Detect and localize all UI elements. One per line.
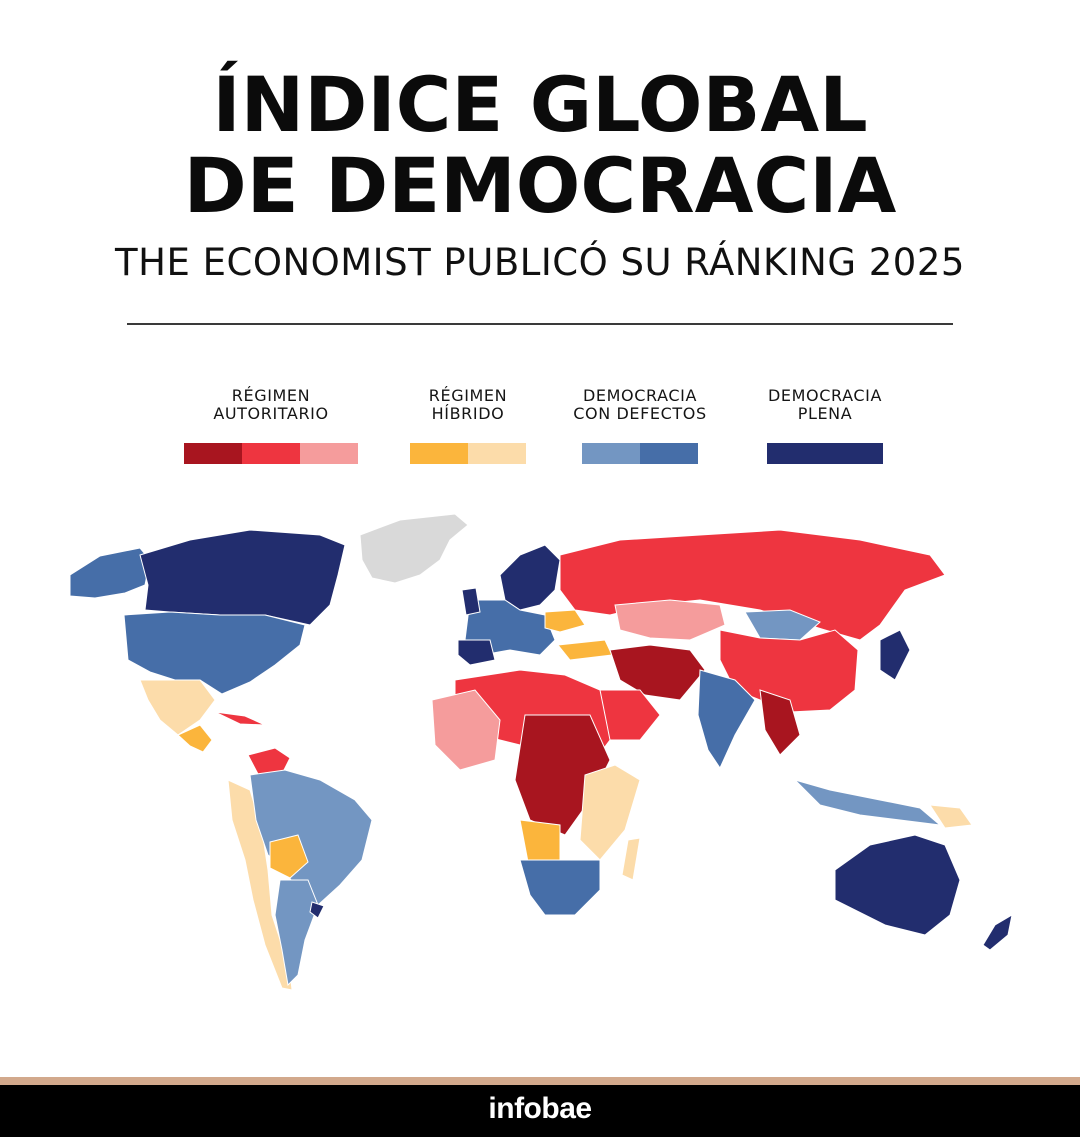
title-line-1: ÍNDICE GLOBAL (212, 60, 868, 149)
region-uk (461, 587, 481, 616)
region-canada (139, 529, 346, 626)
region-bolivia (269, 834, 309, 879)
region-alaska (69, 547, 151, 599)
footer-bar (0, 1085, 1080, 1137)
legend-swatches (740, 443, 910, 464)
region-south-america-east (249, 769, 373, 906)
legend-swatches (545, 443, 735, 464)
legend-swatch (300, 443, 358, 464)
region-ukraine (544, 609, 586, 633)
region-usa (123, 611, 306, 695)
world-map (69, 513, 1013, 991)
region-russia (559, 529, 946, 641)
legend-swatch (242, 443, 300, 464)
legend-label-line2: AUTORITARIO (213, 404, 329, 423)
legend-swatch (767, 443, 883, 464)
legend-label-line2: HÍBRIDO (431, 404, 505, 423)
legend-swatch (184, 443, 242, 464)
region-greenland (359, 513, 469, 584)
region-madagascar (621, 837, 641, 881)
region-kazakhstan (614, 599, 726, 641)
legend-swatches (388, 443, 548, 464)
region-papua (929, 804, 973, 829)
brand-logo: infobae (488, 1092, 592, 1125)
region-indonesia (793, 778, 942, 826)
legend-flawed-democracy: DEMOCRACIA CON DEFECTOS (545, 387, 735, 464)
region-australia (834, 834, 961, 936)
region-southeast-asia (759, 689, 801, 756)
region-africa-south (519, 859, 601, 916)
region-africa-east (579, 764, 641, 861)
subtitle: THE ECONOMIST PUBLICÓ SU RÁNKING 2025 (115, 241, 965, 284)
legend-label-line1: DEMOCRACIA (768, 386, 882, 405)
region-india (697, 669, 756, 770)
legend-label-line2: CON DEFECTOS (573, 404, 707, 423)
legend-swatch (410, 443, 468, 464)
legend-full-democracy: DEMOCRACIA PLENA (740, 387, 910, 464)
legend-authoritarian: RÉGIMEN AUTORITARIO (171, 387, 371, 464)
region-turkey (557, 639, 613, 661)
region-japan (879, 629, 911, 681)
legend-hybrid: RÉGIMEN HÍBRIDO (388, 387, 548, 464)
region-cuba (214, 711, 266, 726)
region-central-america (177, 724, 213, 753)
legend-swatch (640, 443, 698, 464)
header-divider (127, 323, 953, 325)
legend-label-line1: DEMOCRACIA (583, 386, 697, 405)
legend-swatches (171, 443, 371, 464)
region-angola (519, 819, 561, 863)
region-new-zealand (982, 914, 1013, 951)
legend-label-line1: RÉGIMEN (428, 386, 508, 405)
region-middle-east (609, 644, 706, 701)
region-argentina (274, 879, 319, 987)
region-europe-north (499, 544, 561, 611)
region-mexico (139, 679, 216, 736)
footer-accent-line (0, 1077, 1080, 1085)
legend-label-line1: RÉGIMEN (231, 386, 311, 405)
region-uruguay (309, 901, 325, 919)
legend-swatch (468, 443, 526, 464)
region-africa-west (431, 689, 501, 771)
region-iberia (457, 639, 496, 666)
legend-swatch (582, 443, 640, 464)
region-mongolia (744, 609, 821, 641)
title-line-2: DE DEMOCRACIA (183, 141, 897, 230)
legend-label-line2: PLENA (797, 404, 853, 423)
